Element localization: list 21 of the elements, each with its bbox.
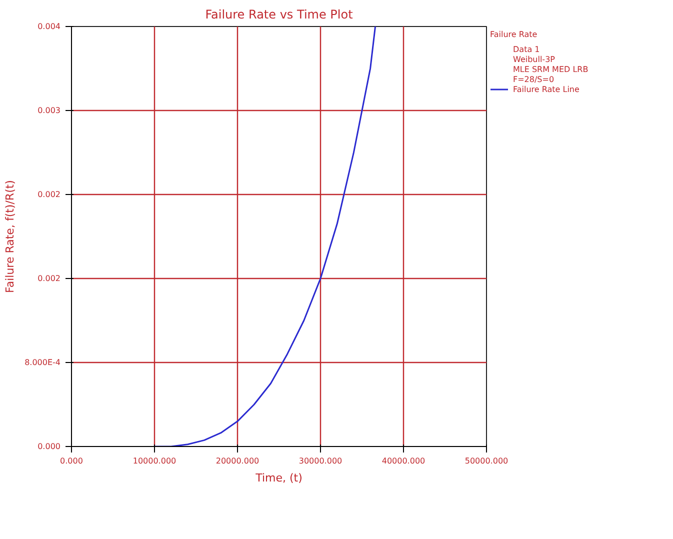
chart-title: Failure Rate vs Time Plot [205, 8, 354, 22]
x-tick-label: 30000.000 [298, 456, 342, 466]
legend-label: Failure Rate Line [513, 84, 580, 94]
y-tick-label: 0.000 [38, 442, 61, 451]
y-tick-label: 0.002 [38, 190, 61, 199]
x-tick-label: 0.000 [60, 456, 83, 466]
text: Data 1 [513, 44, 541, 54]
x-axis-title: Time, (t) [254, 472, 302, 484]
y-tick-label: 0.002 [38, 274, 61, 283]
x-tick-label: 40000.000 [382, 456, 426, 466]
y-tick-label: 0.003 [38, 106, 61, 115]
y-axis-title: Failure Rate, f(t)/R(t) [4, 180, 17, 293]
x-tick-label: 10000.000 [132, 456, 176, 466]
y-tick-label: 0.004 [38, 22, 61, 31]
legend-title: Failure Rate [490, 30, 538, 39]
text: Weibull-3P [513, 54, 555, 64]
text: F=28/S=0 [513, 74, 554, 84]
x-tick-label: 20000.000 [216, 456, 260, 466]
x-tick-label: 50000.000 [464, 456, 508, 466]
y-tick-label: 8.000E-4 [24, 358, 61, 367]
text: MLE SRM MED LRB [513, 64, 588, 74]
